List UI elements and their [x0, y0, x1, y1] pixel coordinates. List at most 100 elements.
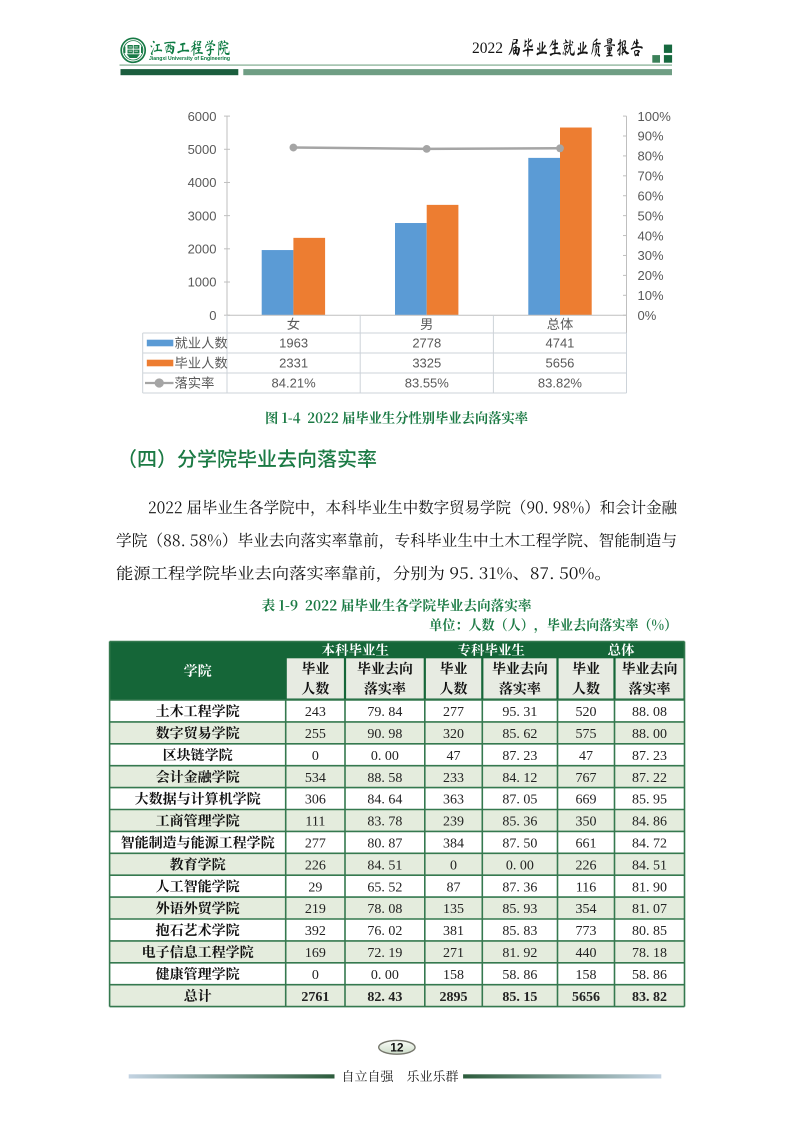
svg-text:239: 239 [443, 815, 464, 830]
svg-text:0. 00: 0. 00 [506, 858, 534, 873]
svg-text:219: 219 [305, 902, 326, 917]
svg-text:3325: 3325 [412, 356, 441, 371]
svg-text:306: 306 [305, 793, 326, 808]
svg-text:3000: 3000 [188, 208, 217, 223]
svg-text:773: 773 [576, 924, 597, 939]
svg-text:575: 575 [576, 727, 597, 742]
svg-text:60%: 60% [638, 188, 664, 203]
svg-text:2022: 2022 [472, 40, 503, 57]
svg-text:95. 31: 95. 31 [502, 705, 537, 720]
svg-text:65. 52: 65. 52 [367, 880, 402, 895]
svg-text:169: 169 [305, 946, 326, 961]
svg-text:81. 07: 81. 07 [632, 902, 667, 917]
svg-text:2895: 2895 [440, 990, 468, 1005]
svg-text:85. 15: 85. 15 [502, 990, 537, 1005]
svg-text:255: 255 [305, 727, 326, 742]
svg-text:90. 98: 90. 98 [367, 727, 402, 742]
svg-text:Jiangxi University of Engineer: Jiangxi University of Engineering [149, 56, 230, 62]
svg-text:87. 23: 87. 23 [632, 749, 667, 764]
svg-text:111: 111 [305, 815, 325, 830]
svg-text:10%: 10% [638, 288, 664, 303]
svg-text:80%: 80% [638, 149, 664, 164]
svg-text:226: 226 [576, 858, 597, 873]
svg-text:363: 363 [443, 793, 464, 808]
svg-text:6000: 6000 [188, 109, 217, 124]
svg-text:12: 12 [390, 1041, 404, 1055]
svg-text:520: 520 [576, 705, 597, 720]
svg-text:0. 00: 0. 00 [371, 749, 399, 764]
svg-text:87. 23: 87. 23 [502, 749, 537, 764]
svg-text:88. 08: 88. 08 [632, 705, 667, 720]
svg-text:5000: 5000 [188, 142, 217, 157]
svg-text:392: 392 [305, 924, 326, 939]
svg-text:40%: 40% [638, 228, 664, 243]
svg-text:79. 84: 79. 84 [367, 705, 402, 720]
svg-text:58. 86: 58. 86 [632, 968, 667, 983]
svg-text:84. 72: 84. 72 [632, 836, 667, 851]
svg-text:158: 158 [576, 968, 597, 983]
svg-text:1963: 1963 [279, 336, 308, 351]
svg-text:534: 534 [305, 771, 326, 786]
svg-text:354: 354 [576, 902, 597, 917]
svg-text:0%: 0% [638, 308, 657, 323]
svg-text:84.21%: 84.21% [272, 376, 317, 391]
svg-text:80. 87: 80. 87 [367, 836, 402, 851]
svg-text:384: 384 [443, 836, 464, 851]
svg-text:350: 350 [576, 815, 597, 830]
svg-text:88. 58: 88. 58 [367, 771, 402, 786]
svg-text:84. 12: 84. 12 [502, 771, 537, 786]
svg-text:320: 320 [443, 727, 464, 742]
svg-text:85. 95: 85. 95 [632, 793, 667, 808]
svg-text:767: 767 [576, 771, 597, 786]
svg-text:84. 86: 84. 86 [632, 815, 667, 830]
svg-text:0: 0 [209, 308, 216, 323]
svg-text:90%: 90% [638, 129, 664, 144]
svg-text:81. 92: 81. 92 [502, 946, 537, 961]
svg-text:87: 87 [447, 880, 461, 895]
svg-text:2331: 2331 [279, 356, 308, 371]
svg-text:84. 51: 84. 51 [632, 858, 667, 873]
svg-text:87. 05: 87. 05 [502, 793, 537, 808]
svg-text:2761: 2761 [301, 990, 329, 1005]
svg-text:85. 83: 85. 83 [502, 924, 537, 939]
svg-text:87. 50: 87. 50 [502, 836, 537, 851]
svg-text:83. 78: 83. 78 [367, 815, 402, 830]
svg-text:85. 93: 85. 93 [502, 902, 537, 917]
svg-text:72. 19: 72. 19 [367, 946, 402, 961]
svg-text:80. 85: 80. 85 [632, 924, 667, 939]
svg-text:4000: 4000 [188, 175, 217, 190]
svg-text:0. 00: 0. 00 [371, 968, 399, 983]
svg-text:2000: 2000 [188, 242, 217, 257]
svg-text:440: 440 [576, 946, 597, 961]
svg-text:116: 116 [576, 880, 596, 895]
svg-text:47: 47 [579, 749, 593, 764]
svg-text:50%: 50% [638, 208, 664, 223]
svg-text:2778: 2778 [412, 336, 441, 351]
svg-text:271: 271 [443, 946, 464, 961]
svg-text:87. 22: 87. 22 [632, 771, 667, 786]
svg-text:83.55%: 83.55% [405, 376, 450, 391]
svg-text:5656: 5656 [545, 356, 574, 371]
svg-text:88. 00: 88. 00 [632, 727, 667, 742]
svg-text:661: 661 [576, 836, 597, 851]
svg-text:83.82%: 83.82% [538, 376, 583, 391]
svg-text:243: 243 [305, 705, 326, 720]
svg-text:76. 02: 76. 02 [367, 924, 402, 939]
svg-text:100%: 100% [638, 109, 672, 124]
svg-text:381: 381 [443, 924, 464, 939]
svg-text:158: 158 [443, 968, 464, 983]
svg-text:20%: 20% [638, 268, 664, 283]
svg-text:78. 18: 78. 18 [632, 946, 667, 961]
svg-text:84. 51: 84. 51 [367, 858, 402, 873]
svg-text:233: 233 [443, 771, 464, 786]
svg-text:277: 277 [443, 705, 464, 720]
svg-text:29: 29 [308, 880, 322, 895]
svg-text:0: 0 [312, 968, 319, 983]
svg-text:1000: 1000 [188, 275, 217, 290]
svg-text:85. 36: 85. 36 [502, 815, 537, 830]
svg-text:84. 64: 84. 64 [367, 793, 402, 808]
svg-text:0: 0 [312, 749, 319, 764]
svg-text:135: 135 [443, 902, 464, 917]
svg-text:85. 62: 85. 62 [502, 727, 537, 742]
svg-text:669: 669 [576, 793, 597, 808]
